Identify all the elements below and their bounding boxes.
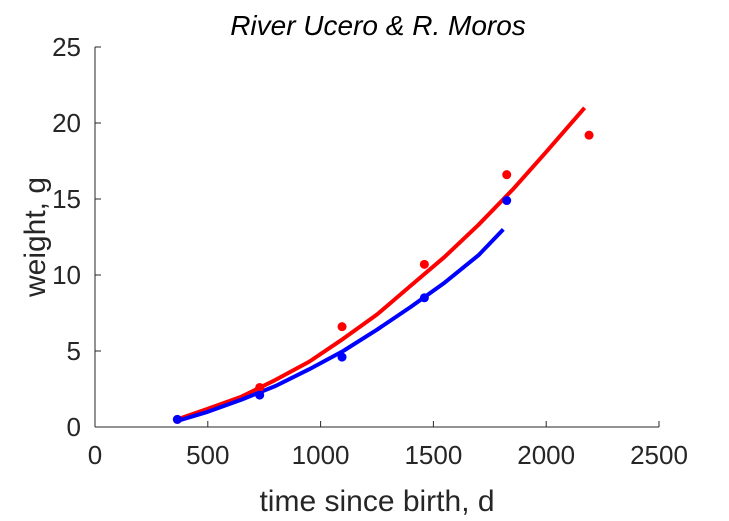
fit-line-2: [176, 106, 587, 422]
x-axis-label: time since birth, d: [259, 485, 494, 518]
x-tick-label: 0: [88, 440, 102, 470]
y-tick-label: 0: [67, 412, 81, 442]
data-point: [337, 352, 347, 362]
y-tick-label: 10: [52, 260, 81, 290]
data-point: [502, 196, 512, 206]
x-tick-label: 2500: [630, 440, 688, 470]
axes: 0 500 1000 1500 2000 2500 0 5 10 15 20 25: [52, 32, 688, 470]
data-point: [419, 259, 429, 269]
data-point: [337, 322, 347, 332]
fit-line-3: [176, 228, 505, 423]
chart-title: River Ucero & R. Moros: [230, 10, 526, 41]
y-axis-label: weight, g: [19, 177, 52, 298]
x-tick-label: 1500: [404, 440, 462, 470]
data-point: [172, 414, 182, 424]
data-point: [584, 130, 594, 140]
x-tick-label: 1000: [292, 440, 350, 470]
data-point: [502, 170, 512, 180]
x-tick-label: 500: [186, 440, 229, 470]
data-point: [255, 390, 265, 400]
y-tick-label: 5: [67, 336, 81, 366]
data-points: [172, 130, 594, 424]
fit-lines: [176, 106, 587, 423]
y-tick-label: 15: [52, 184, 81, 214]
y-tick-label: 25: [52, 32, 81, 62]
x-tick-label: 2000: [517, 440, 575, 470]
data-point: [255, 382, 265, 392]
y-tick-label: 20: [52, 108, 81, 138]
data-point: [419, 293, 429, 303]
